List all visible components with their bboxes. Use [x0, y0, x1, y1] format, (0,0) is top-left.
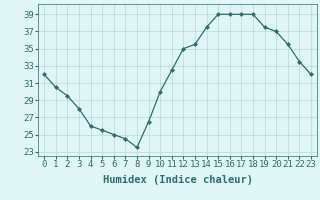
- X-axis label: Humidex (Indice chaleur): Humidex (Indice chaleur): [103, 175, 252, 185]
